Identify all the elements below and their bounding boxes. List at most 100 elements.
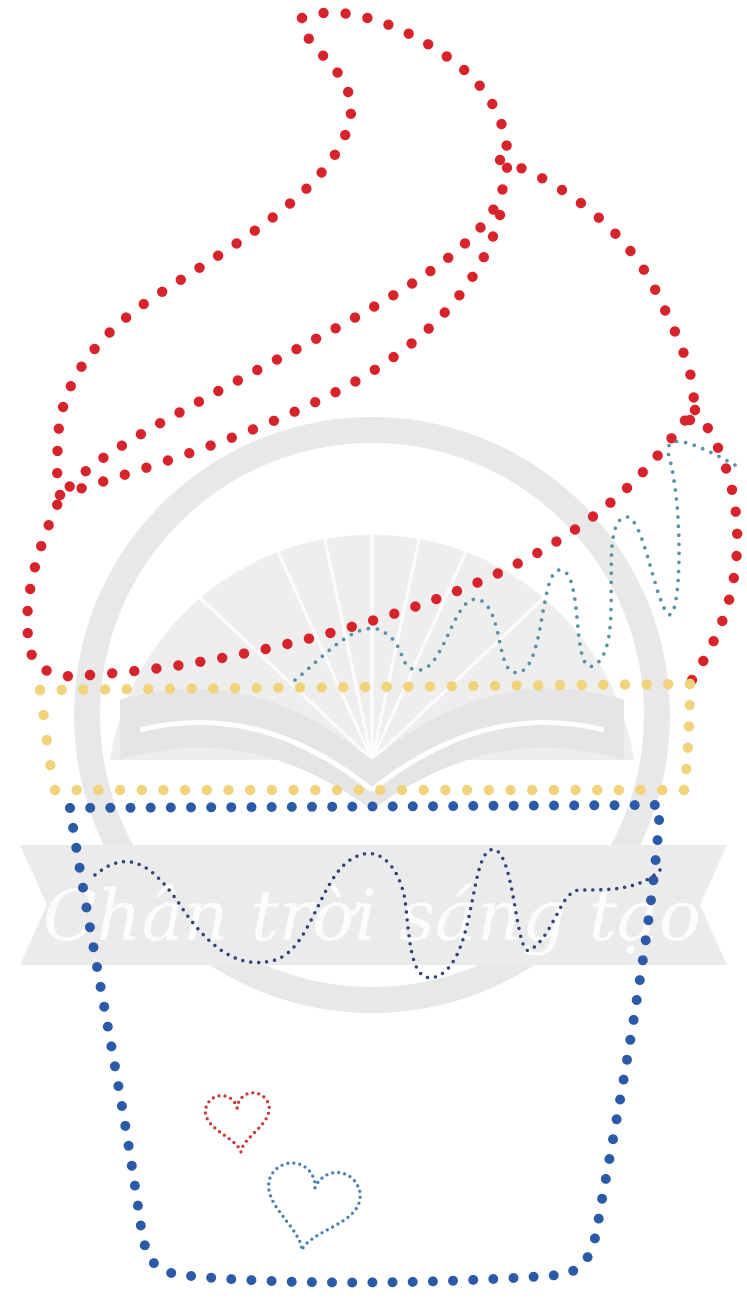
rim-dot bbox=[570, 784, 581, 796]
wave-dot bbox=[408, 942, 412, 946]
rim-dot bbox=[681, 763, 692, 775]
swirl-dot bbox=[193, 396, 205, 407]
swirl-dot bbox=[343, 86, 354, 98]
swirl-dot bbox=[119, 469, 130, 480]
rim-dot bbox=[375, 784, 386, 796]
heart-dot bbox=[267, 1105, 271, 1109]
sprinkle-dot bbox=[499, 648, 504, 653]
swirl-dot bbox=[532, 547, 543, 559]
wave-dot bbox=[226, 952, 230, 957]
heart-dot bbox=[315, 1234, 319, 1238]
rim-dot bbox=[45, 760, 56, 771]
cup-dot bbox=[186, 802, 196, 813]
swirl-dot bbox=[388, 290, 399, 301]
cup-dot bbox=[327, 801, 338, 812]
swirl-dot bbox=[52, 499, 63, 510]
swirl-dot bbox=[685, 369, 696, 380]
cup-dot bbox=[65, 803, 75, 813]
cup-dot bbox=[654, 815, 665, 825]
wave-dot bbox=[467, 914, 471, 919]
wave-dot bbox=[402, 894, 406, 898]
cup-dot bbox=[106, 1041, 117, 1052]
rim-dot bbox=[49, 784, 61, 796]
cup-dot bbox=[468, 1274, 479, 1285]
swirl-dot bbox=[249, 225, 260, 236]
rim-dot bbox=[93, 784, 104, 796]
cup-dot bbox=[582, 1252, 593, 1263]
swirl-dot bbox=[431, 593, 442, 605]
swirl-dot bbox=[587, 511, 599, 522]
sprinkle-dot bbox=[632, 520, 637, 525]
heart-dot bbox=[265, 1100, 270, 1104]
cup-dot bbox=[589, 1233, 600, 1244]
swirl-dot bbox=[730, 506, 741, 517]
cup-dot bbox=[95, 981, 106, 992]
cup-rim-dotted-outline bbox=[34, 678, 696, 796]
swirl-dot bbox=[65, 381, 77, 392]
swirl-dot bbox=[688, 392, 699, 403]
wave-dot bbox=[404, 910, 409, 914]
sprinkle-dot bbox=[625, 515, 630, 519]
heart-dot bbox=[268, 1194, 273, 1198]
heart-dot bbox=[217, 1130, 222, 1134]
swirl-dot bbox=[678, 347, 689, 358]
sprinkle-dot bbox=[645, 554, 650, 559]
swirl-dot bbox=[151, 663, 162, 674]
wave-dot bbox=[249, 960, 253, 964]
cup-dot bbox=[615, 1094, 626, 1105]
wave-dot bbox=[151, 871, 155, 875]
rim-dot bbox=[99, 684, 111, 695]
wave-dot bbox=[177, 901, 181, 905]
rim-dot bbox=[71, 784, 82, 796]
heart-dot bbox=[262, 1095, 266, 1099]
cup-dot bbox=[367, 1277, 378, 1288]
cup-dot bbox=[597, 1193, 608, 1204]
swirl-dot bbox=[345, 108, 357, 120]
sprinkle-dot bbox=[674, 596, 678, 601]
cup-dot bbox=[132, 1200, 143, 1211]
rim-dot bbox=[396, 784, 408, 796]
swirl-dot bbox=[478, 252, 489, 263]
rim-dot bbox=[446, 681, 457, 692]
wave-dot bbox=[301, 932, 306, 936]
heart-dot bbox=[223, 1094, 227, 1098]
heart-dot bbox=[252, 1130, 257, 1135]
swirl-dot bbox=[556, 184, 568, 196]
swirl-dot bbox=[423, 323, 434, 334]
wave-dot bbox=[463, 930, 467, 934]
cup-dot bbox=[68, 822, 79, 833]
wave-dot bbox=[411, 957, 416, 962]
swirl-dot bbox=[22, 605, 33, 617]
heart-dot bbox=[208, 1122, 213, 1126]
cup-dot bbox=[206, 1272, 217, 1283]
wave-dot bbox=[316, 904, 321, 908]
rim-dot bbox=[598, 679, 609, 690]
wave-dot bbox=[384, 859, 389, 863]
heart-dot bbox=[288, 1224, 292, 1228]
swirl-dot bbox=[291, 344, 302, 355]
sprinkle-dot bbox=[609, 607, 613, 612]
wave-dot bbox=[313, 911, 317, 915]
sprinkle-dot bbox=[437, 649, 442, 654]
sprinkle-dot bbox=[445, 633, 450, 638]
wave-dot bbox=[414, 965, 418, 969]
cup-dot bbox=[549, 800, 559, 811]
swirl-dot bbox=[494, 209, 506, 221]
swirl-dot bbox=[116, 440, 128, 451]
heart-dot bbox=[354, 1207, 358, 1211]
sprinkle-dot bbox=[534, 644, 538, 649]
heart-icon bbox=[203, 1091, 271, 1154]
wave-dot bbox=[563, 898, 567, 903]
wave-dot bbox=[400, 886, 404, 891]
wave-dot bbox=[479, 860, 484, 864]
wave-dot bbox=[547, 926, 551, 931]
wave-dot bbox=[264, 960, 269, 964]
wave-dot bbox=[645, 877, 649, 882]
cup-body-dotted-outline bbox=[65, 800, 665, 1288]
wave-dot bbox=[489, 848, 493, 852]
swirl-dot bbox=[551, 536, 562, 547]
rim-dot bbox=[489, 680, 501, 691]
sprinkle-dot bbox=[709, 450, 713, 455]
cup-dot bbox=[135, 1220, 146, 1231]
swirl-dot bbox=[231, 238, 242, 249]
